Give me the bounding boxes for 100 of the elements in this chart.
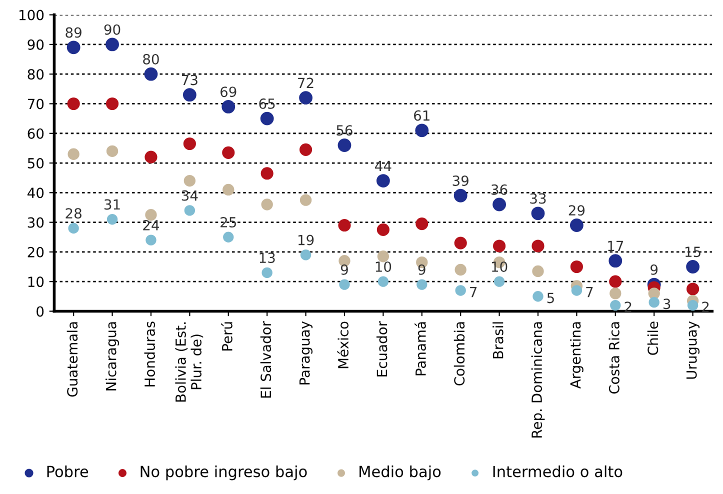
point <box>260 167 274 180</box>
x-tick-label: Argentina <box>570 322 584 389</box>
data-label: 90 <box>104 24 120 35</box>
point <box>300 194 312 206</box>
data-label: 5 <box>547 292 554 304</box>
point <box>454 236 467 250</box>
x-tick-label: Bolivia (Est. Plur. de) <box>175 322 204 402</box>
x-tick-label: El Salvador <box>260 320 272 398</box>
point <box>648 296 660 308</box>
point <box>493 240 506 252</box>
data-label: 9 <box>418 264 426 275</box>
y-tick-label: 100 <box>20 10 44 20</box>
x-tick-label: Uruguay <box>686 321 700 379</box>
data-label: 61 <box>414 110 430 121</box>
point <box>416 279 428 290</box>
point <box>67 97 80 110</box>
point <box>570 260 583 274</box>
point <box>532 240 544 252</box>
point <box>338 138 352 152</box>
y-tick-label: 0 <box>36 306 44 317</box>
data-label: 69 <box>220 86 236 98</box>
point <box>145 209 157 221</box>
point <box>532 265 544 278</box>
point <box>184 205 196 216</box>
x-tick-label: Ecuador <box>376 320 388 376</box>
x-tick-label: Honduras <box>144 322 156 386</box>
x-tick-label: Costa Rica <box>608 322 620 394</box>
data-label: 17 <box>608 240 624 251</box>
y-tick-label: 30 <box>28 217 44 228</box>
x-tick-label: México <box>337 322 349 368</box>
point <box>609 275 622 288</box>
point <box>68 148 80 160</box>
x-tick-label: Panamá <box>414 322 426 376</box>
data-label: 10 <box>376 261 392 272</box>
point <box>144 67 158 81</box>
data-label: 7 <box>470 286 477 298</box>
data-label: 2 <box>702 302 709 312</box>
point <box>608 254 622 268</box>
legend-label: Pobre <box>47 465 88 478</box>
point <box>532 291 544 302</box>
data-label: 73 <box>182 74 198 86</box>
data-label: 10 <box>492 261 508 272</box>
x-tick-label: Chile <box>647 322 658 355</box>
point <box>531 206 545 220</box>
point <box>571 285 582 296</box>
point <box>300 250 312 260</box>
point <box>686 282 700 296</box>
point <box>222 146 235 159</box>
point <box>339 279 350 290</box>
point <box>222 100 236 114</box>
point <box>66 40 80 54</box>
point <box>299 143 312 156</box>
data-label: 13 <box>260 252 275 264</box>
y-tick-label: 80 <box>28 69 44 80</box>
x-tick-label: Nicaragua <box>106 322 119 390</box>
point <box>377 250 390 262</box>
point <box>570 218 584 232</box>
data-label: 9 <box>340 264 348 275</box>
point <box>376 174 390 188</box>
y-tick-label: 70 <box>28 98 44 110</box>
point <box>260 112 274 126</box>
point <box>183 137 196 150</box>
point <box>454 264 466 276</box>
point <box>184 174 196 187</box>
data-label: 65 <box>259 98 275 109</box>
y-tick-label: 50 <box>28 158 44 168</box>
point <box>686 260 700 274</box>
data-label: 56 <box>336 125 352 136</box>
data-label: 7 <box>586 286 593 298</box>
point <box>415 124 429 138</box>
data-label: 9 <box>650 264 658 275</box>
data-label: 19 <box>298 234 314 246</box>
data-label: 25 <box>220 216 236 228</box>
point <box>454 188 468 202</box>
point <box>492 198 506 212</box>
y-tick-label: 60 <box>28 128 44 139</box>
point <box>687 300 698 311</box>
point <box>223 232 234 242</box>
point <box>610 288 622 300</box>
y-tick-label: 10 <box>28 276 44 288</box>
data-label: 39 <box>452 175 468 186</box>
data-label: 36 <box>492 184 508 195</box>
point <box>106 38 119 52</box>
point <box>106 145 118 158</box>
data-label: 29 <box>568 205 585 216</box>
point <box>146 234 156 246</box>
point <box>648 288 660 300</box>
point <box>455 285 466 296</box>
data-label: 28 <box>66 208 82 219</box>
x-tick-label: Brasil <box>492 322 504 358</box>
data-label: 34 <box>182 190 198 201</box>
legend-label: No pobre ingreso bajo <box>140 465 307 480</box>
x-tick-label: Rep. Dominicana <box>531 322 545 438</box>
data-label: 72 <box>298 78 314 88</box>
point <box>144 150 158 164</box>
point <box>182 88 196 102</box>
data-label: 15 <box>685 246 700 258</box>
data-label: 3 <box>663 298 670 310</box>
data-label: 31 <box>104 199 120 210</box>
point <box>610 300 621 311</box>
